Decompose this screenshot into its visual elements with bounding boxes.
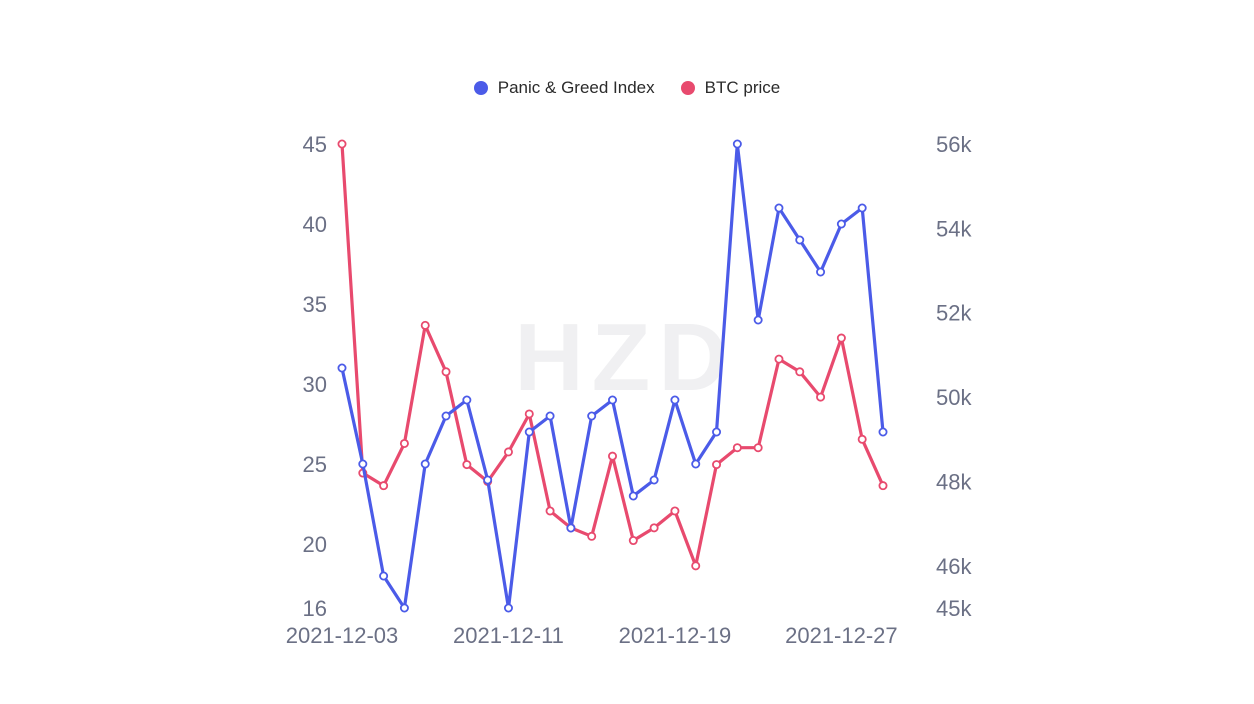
legend: Panic & Greed Index BTC price xyxy=(0,78,1254,98)
panic-point[interactable] xyxy=(836,219,846,229)
left-tick-label: 40 xyxy=(303,212,327,237)
btc-point[interactable] xyxy=(399,438,409,448)
panic-point[interactable] xyxy=(337,363,347,373)
btc-legend-marker xyxy=(680,81,695,95)
panic-point[interactable] xyxy=(753,315,763,325)
btc-legend-label: BTC price xyxy=(704,78,781,97)
btc-point[interactable] xyxy=(628,536,638,546)
legend-item-panic[interactable]: Panic & Greed Index xyxy=(473,78,655,98)
panic-point[interactable] xyxy=(691,459,701,469)
panic-point[interactable] xyxy=(732,139,742,149)
panic-point[interactable] xyxy=(524,427,534,437)
btc-point[interactable] xyxy=(795,367,805,377)
left-tick-label: 20 xyxy=(303,532,327,557)
btc-point[interactable] xyxy=(836,333,846,343)
left-tick-label: 35 xyxy=(303,292,327,317)
panic-point[interactable] xyxy=(816,267,826,277)
btc-point[interactable] xyxy=(732,443,742,453)
x-tick-label: 2021-12-03 xyxy=(286,623,399,648)
right-tick-label: 56k xyxy=(936,132,972,157)
panic-point[interactable] xyxy=(462,395,472,405)
right-tick-label: 52k xyxy=(936,301,972,326)
panic-point[interactable] xyxy=(608,395,618,405)
panic-legend-marker xyxy=(473,81,488,95)
right-tick-label: 45k xyxy=(936,596,972,621)
right-tick-label: 48k xyxy=(936,469,972,494)
left-axis: 16 20 25 30 35 40 45 xyxy=(303,132,327,621)
legend-item-btc[interactable]: BTC price xyxy=(680,78,781,98)
panic-point[interactable] xyxy=(483,475,493,485)
panic-point[interactable] xyxy=(441,411,451,421)
watermark-text: HZD xyxy=(514,304,735,411)
left-tick-label: 45 xyxy=(303,132,327,157)
btc-point[interactable] xyxy=(691,561,701,571)
btc-point[interactable] xyxy=(608,451,618,461)
panic-point[interactable] xyxy=(545,411,555,421)
panic-point[interactable] xyxy=(587,411,597,421)
btc-point[interactable] xyxy=(670,506,680,516)
panic-point[interactable] xyxy=(628,491,638,501)
left-tick-label: 16 xyxy=(303,596,327,621)
series-layer xyxy=(337,139,888,613)
btc-point[interactable] xyxy=(441,367,451,377)
btc-point[interactable] xyxy=(712,460,722,470)
right-tick-label: 46k xyxy=(936,554,972,579)
btc-point[interactable] xyxy=(337,139,347,149)
btc-point[interactable] xyxy=(587,531,597,541)
x-axis: 2021-12-03 2021-12-11 2021-12-19 2021-12-27 xyxy=(286,623,898,648)
x-tick-label: 2021-12-27 xyxy=(785,623,898,648)
btc-point[interactable] xyxy=(878,481,888,491)
panic-point[interactable] xyxy=(795,235,805,245)
btc-point[interactable] xyxy=(420,320,430,330)
left-tick-label: 25 xyxy=(303,452,327,477)
panic-point[interactable] xyxy=(379,571,389,581)
btc-series xyxy=(337,139,888,571)
right-tick-label: 54k xyxy=(936,216,972,241)
btc-point[interactable] xyxy=(649,523,659,533)
btc-point[interactable] xyxy=(753,443,763,453)
btc-point[interactable] xyxy=(857,434,867,444)
btc-point[interactable] xyxy=(816,392,826,402)
panic-point[interactable] xyxy=(774,203,784,213)
panic-point[interactable] xyxy=(399,603,409,613)
panic-point[interactable] xyxy=(420,459,430,469)
right-axis: 45k 46k 48k 50k 52k 54k 56k xyxy=(936,132,972,621)
panic-point[interactable] xyxy=(358,459,368,469)
btc-point[interactable] xyxy=(379,481,389,491)
panic-point[interactable] xyxy=(649,475,659,485)
right-tick-label: 50k xyxy=(936,385,972,410)
panic-point[interactable] xyxy=(670,395,680,405)
panic-point[interactable] xyxy=(857,203,867,213)
panic-legend-label: Panic & Greed Index xyxy=(497,78,655,97)
panic-point[interactable] xyxy=(712,427,722,437)
x-tick-label: 2021-12-19 xyxy=(619,623,732,648)
left-tick-label: 30 xyxy=(303,372,327,397)
panic-series xyxy=(337,139,888,613)
x-tick-label: 2021-12-11 xyxy=(453,623,564,648)
panic-point[interactable] xyxy=(878,427,888,437)
panic-point[interactable] xyxy=(503,603,513,613)
panic-point[interactable] xyxy=(566,523,576,533)
btc-point[interactable] xyxy=(524,409,534,419)
btc-point[interactable] xyxy=(774,354,784,364)
btc-point[interactable] xyxy=(462,460,472,470)
btc-point[interactable] xyxy=(503,447,513,457)
btc-point[interactable] xyxy=(545,506,555,516)
